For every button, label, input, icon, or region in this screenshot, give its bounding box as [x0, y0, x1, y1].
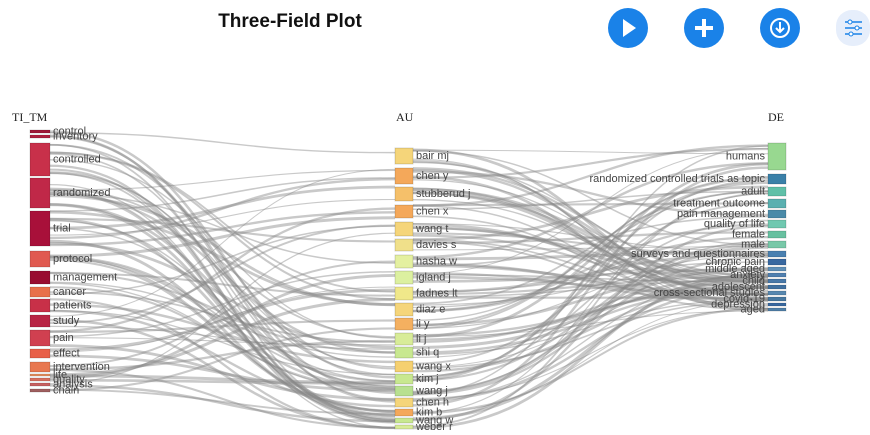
node: [768, 303, 786, 306]
node: [395, 271, 413, 284]
node: [30, 143, 50, 176]
node: [768, 279, 786, 283]
node: [395, 398, 413, 407]
node: [395, 361, 413, 372]
node: [395, 303, 413, 316]
node: [30, 378, 50, 381]
node: [768, 231, 786, 238]
node-label: effect: [53, 347, 80, 359]
node: [395, 255, 413, 268]
node: [395, 239, 413, 251]
node-label: controlled: [53, 153, 101, 165]
node: [30, 299, 50, 312]
node-label: protocol: [53, 253, 92, 265]
field-label: AU: [396, 110, 414, 124]
node-label: diaz e: [416, 303, 445, 315]
settings-button[interactable]: [836, 10, 870, 46]
node: [768, 143, 786, 170]
node-label: wang j: [415, 385, 448, 397]
node-label: adult: [741, 185, 765, 197]
node: [395, 187, 413, 201]
node-label: study: [53, 315, 80, 327]
node: [30, 362, 50, 372]
node: [30, 287, 50, 297]
node: [395, 168, 413, 184]
node: [30, 374, 50, 376]
node: [30, 271, 50, 284]
node: [768, 187, 786, 196]
node: [30, 135, 50, 138]
node-label: chain: [53, 384, 79, 396]
node: [395, 318, 413, 330]
play-button[interactable]: [608, 8, 648, 48]
node: [768, 251, 786, 257]
node-label: igland j: [416, 271, 451, 283]
node-label: trial: [53, 222, 71, 234]
node: [768, 308, 786, 311]
node-label: patients: [53, 299, 92, 311]
node: [768, 285, 786, 289]
node: [30, 130, 50, 133]
node-label: li j: [416, 333, 426, 345]
node: [30, 383, 50, 386]
node-label: weber r: [415, 421, 453, 430]
node: [768, 297, 786, 301]
node-label: aged: [741, 303, 765, 315]
add-button[interactable]: [684, 8, 724, 48]
node-label: li y: [416, 318, 430, 330]
node-label: chen x: [416, 205, 449, 217]
node-label: randomized: [53, 187, 110, 199]
node-label: chen y: [416, 170, 449, 182]
node: [30, 315, 50, 327]
node: [768, 174, 786, 184]
node: [30, 349, 50, 358]
node-label: wang x: [415, 360, 451, 372]
node: [768, 273, 786, 277]
node: [395, 333, 413, 345]
node-label: pain: [53, 332, 74, 344]
node: [768, 259, 786, 265]
node-label: management: [53, 271, 117, 283]
title: Three-Field Plot: [218, 11, 362, 32]
node-label: stubberud j: [416, 188, 470, 200]
node-label: shi q: [416, 346, 439, 358]
node: [395, 418, 413, 423]
node: [30, 251, 50, 267]
node: [768, 241, 786, 248]
node-label: cancer: [53, 286, 86, 298]
node: [395, 205, 413, 218]
node-label: davies s: [416, 239, 457, 251]
node-label: inventory: [53, 130, 98, 142]
node-label: kim j: [416, 373, 439, 385]
node-label: randomized controlled trials as topic: [590, 173, 766, 185]
node-label: hasha w: [416, 255, 457, 267]
field-label: DE: [768, 110, 784, 124]
node-label: fadnes lt: [416, 287, 458, 299]
node-label: humans: [726, 150, 766, 162]
node-label: bair mj: [416, 150, 449, 162]
node: [30, 330, 50, 346]
node: [30, 211, 50, 246]
node: [395, 374, 413, 384]
node: [395, 425, 413, 429]
node: [395, 222, 413, 236]
node: [30, 389, 50, 392]
node: [768, 199, 786, 208]
node: [395, 409, 413, 416]
node: [395, 287, 413, 300]
node: [395, 386, 413, 396]
node: [395, 148, 413, 164]
field-label: TI_TM: [12, 110, 48, 124]
node: [30, 178, 50, 208]
node: [768, 291, 786, 295]
download-button[interactable]: [760, 8, 800, 48]
node-label: wang t: [415, 223, 448, 235]
node: [768, 220, 786, 228]
node: [768, 267, 786, 271]
node: [768, 210, 786, 218]
link: [50, 133, 395, 153]
node: [395, 347, 413, 358]
